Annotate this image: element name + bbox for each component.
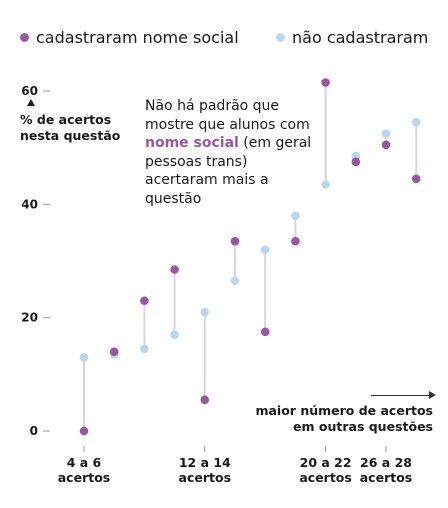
- x-direction-note-line1: maior número de acertos: [255, 403, 433, 418]
- point-no-social: [321, 180, 330, 189]
- point-no-social: [260, 245, 270, 254]
- chart-annotation: Não há padrão que mostre que alunos com …: [145, 97, 315, 208]
- x-tick-label: acertos: [179, 470, 232, 485]
- x-direction-note: maior número de acertos em outras questõ…: [233, 403, 433, 435]
- point-social: [381, 140, 391, 150]
- legend-label-no-social: não cadastraram: [292, 28, 429, 47]
- point-social: [79, 426, 89, 436]
- point-social: [200, 395, 210, 405]
- point-social: [291, 236, 300, 246]
- point-social: [109, 347, 119, 356]
- legend-dot-no-social: [276, 33, 285, 42]
- annotation-suffix: (em geral pessoas trans) acertaram mais …: [145, 135, 312, 207]
- y-tick-label: 60: [21, 84, 38, 98]
- x-tick-label: 26 a 28: [360, 455, 412, 470]
- point-social: [411, 174, 421, 184]
- x-tick-label: 12 a 14: [179, 455, 231, 470]
- x-direction-arrow-line: [371, 395, 433, 396]
- y-tick-label: 0: [30, 424, 38, 438]
- y-axis-arrow: [27, 99, 35, 106]
- x-direction-note-line2: em outras questões: [293, 419, 433, 434]
- point-social: [260, 327, 270, 337]
- point-no-social: [170, 330, 179, 339]
- point-social: [321, 78, 330, 87]
- legend: cadastraram nome social não cadastraram: [20, 28, 440, 50]
- y-tick-label: 20: [21, 311, 38, 325]
- x-tick-label: 20 a 22: [300, 455, 352, 470]
- point-no-social: [79, 353, 89, 362]
- legend-item-no-social: não cadastraram: [276, 28, 428, 47]
- x-tick-label: acertos: [58, 470, 111, 485]
- x-direction-arrow-head: [429, 391, 436, 399]
- point-social: [351, 157, 361, 167]
- point-no-social: [381, 129, 391, 138]
- point-no-social: [411, 117, 421, 127]
- point-social: [170, 265, 179, 274]
- point-social: [140, 296, 149, 305]
- point-no-social: [230, 276, 240, 286]
- legend-label-social: cadastraram nome social: [36, 28, 239, 47]
- x-tick-label: acertos: [360, 470, 413, 485]
- legend-dot-social: [20, 33, 29, 42]
- y-axis-label: % de acertos nesta questão: [20, 112, 121, 143]
- y-tick-label: 40: [21, 197, 38, 211]
- x-tick-label: 4 a 6: [67, 455, 102, 470]
- point-no-social: [291, 211, 300, 220]
- point-no-social: [140, 344, 149, 354]
- annotation-prefix: Não há padrão que mostre que alunos com: [145, 98, 310, 133]
- x-tick-label: acertos: [299, 470, 352, 485]
- legend-item-social: cadastraram nome social: [20, 28, 239, 47]
- point-no-social: [200, 307, 210, 317]
- annotation-highlight: nome social: [145, 135, 239, 151]
- point-social: [230, 236, 240, 246]
